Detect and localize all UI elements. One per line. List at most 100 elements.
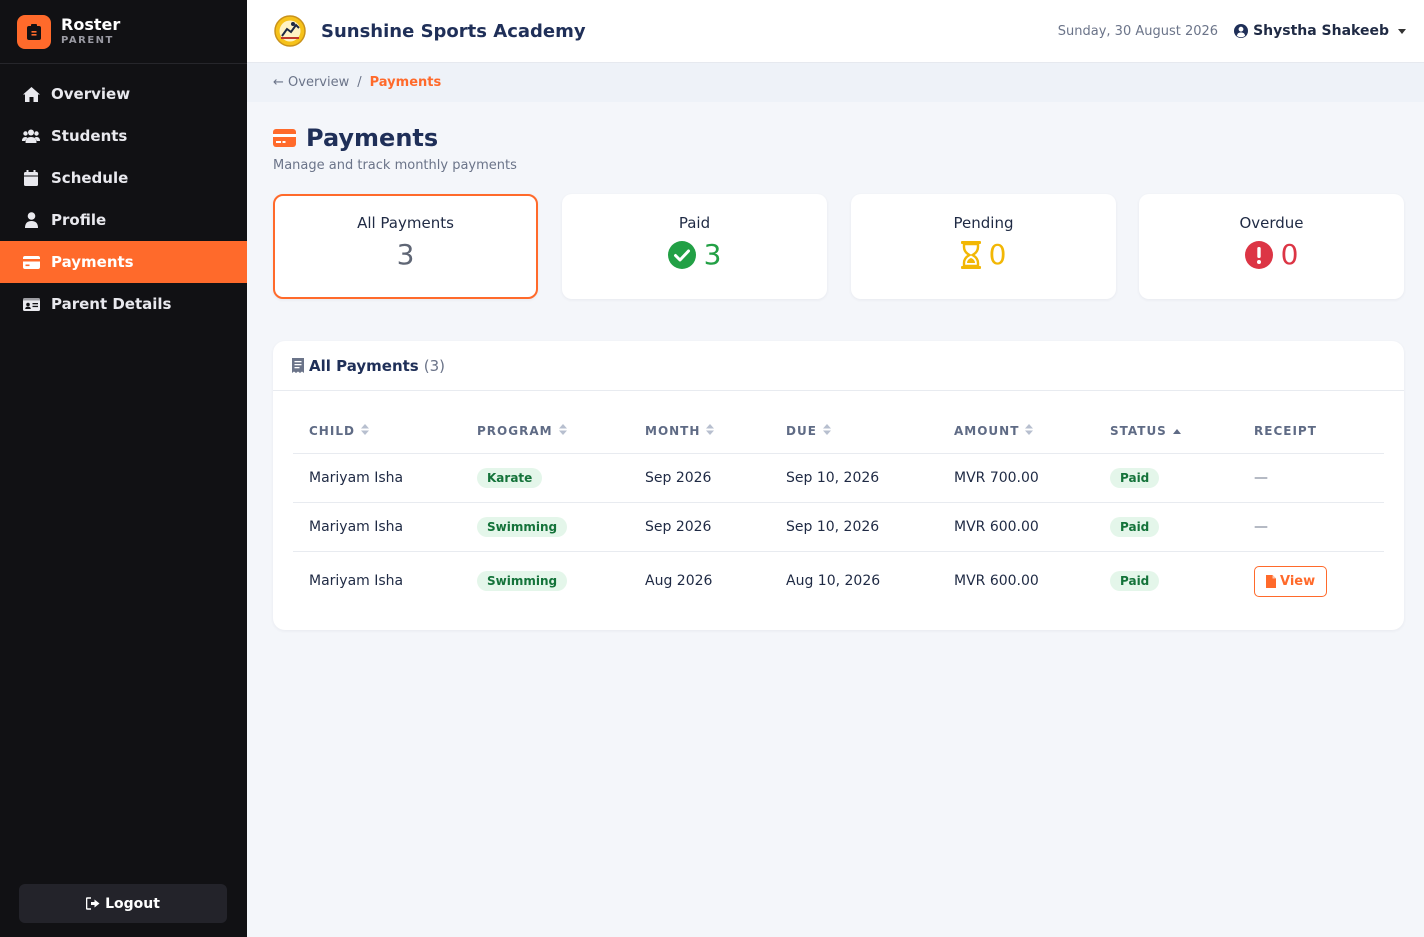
sidebar-item-label: Parent Details — [51, 295, 172, 313]
stat-label: All Payments — [357, 214, 454, 232]
breadcrumb-overview-link[interactable]: ← Overview — [273, 75, 350, 90]
view-receipt-button[interactable]: View — [1254, 565, 1328, 597]
column-header-child[interactable]: CHILD — [293, 409, 461, 454]
cell-status: Paid — [1094, 551, 1238, 611]
academy-name: Sunshine Sports Academy — [321, 20, 586, 42]
cell-receipt: — — [1238, 453, 1384, 503]
table-header-row: CHILD PROGRAM MONTH DUE AMOUNT STATUS RE… — [293, 409, 1384, 454]
status-badge: Paid — [1110, 467, 1160, 488]
cell-due: Sep 10, 2026 — [770, 502, 938, 552]
receipt-empty: — — [1254, 469, 1268, 486]
sidebar-item-label: Students — [51, 127, 128, 145]
sort-icon — [822, 424, 831, 438]
program-badge: Swimming — [477, 571, 568, 592]
program-badge: Karate — [477, 467, 543, 488]
sort-icon — [706, 424, 715, 438]
column-label: STATUS — [1110, 423, 1167, 438]
sidebar-item-profile[interactable]: Profile — [0, 199, 247, 241]
user-circle-icon — [1234, 24, 1249, 38]
status-badge: Paid — [1110, 516, 1160, 537]
logout-label: Logout — [105, 895, 160, 912]
card-header: All Payments (3) — [273, 341, 1404, 391]
column-label: MONTH — [645, 423, 701, 438]
sidebar-item-students[interactable]: Students — [0, 115, 247, 157]
cell-month: Sep 2026 — [629, 502, 770, 552]
breadcrumb-current: Payments — [369, 75, 442, 90]
stat-value: 0 — [1280, 238, 1299, 271]
column-label: RECEIPT — [1254, 423, 1317, 438]
sidebar-nav: Overview Students Schedule Profile Payme… — [0, 73, 247, 325]
cell-amount: MVR 700.00 — [938, 453, 1094, 503]
home-icon — [22, 85, 40, 103]
sidebar-item-label: Schedule — [51, 169, 129, 187]
program-badge: Swimming — [477, 516, 568, 537]
brand-role: PARENT — [61, 34, 114, 46]
cell-program: Swimming — [461, 551, 629, 611]
sidebar-item-label: Profile — [51, 211, 107, 229]
receipt-empty: — — [1254, 518, 1268, 535]
calendar-icon — [22, 169, 40, 187]
hourglass-icon — [960, 240, 981, 269]
stat-label: Paid — [678, 214, 711, 232]
user-menu[interactable]: Shystha Shakeeb — [1234, 23, 1406, 39]
cell-child: Mariyam Isha — [293, 453, 461, 503]
user-name: Shystha Shakeeb — [1253, 23, 1389, 39]
column-header-program[interactable]: PROGRAM — [461, 409, 629, 454]
logout-button[interactable]: Logout — [19, 884, 227, 923]
column-label: PROGRAM — [477, 423, 553, 438]
stat-label: Overdue — [1239, 214, 1304, 232]
stat-card-pending[interactable]: Pending 0 — [851, 194, 1116, 299]
stat-label: Pending — [953, 214, 1014, 232]
card-title: All Payments — [309, 356, 419, 375]
cell-receipt: — — [1238, 502, 1384, 552]
column-header-month[interactable]: MONTH — [629, 409, 770, 454]
payments-table-card: All Payments (3) CHILD PROGRAM MONTH DUE… — [273, 341, 1404, 630]
sort-ascending-icon — [1172, 424, 1181, 438]
sidebar-item-schedule[interactable]: Schedule — [0, 157, 247, 199]
sidebar-item-label: Payments — [51, 253, 134, 271]
cell-child: Mariyam Isha — [309, 573, 404, 590]
exclamation-circle-icon — [1244, 240, 1273, 269]
breadcrumb-separator: / — [357, 75, 362, 90]
current-date: Sunday, 30 August 2026 — [1057, 23, 1219, 39]
payments-table: CHILD PROGRAM MONTH DUE AMOUNT STATUS RE… — [293, 409, 1384, 611]
view-receipt-label: View — [1280, 573, 1316, 589]
sidebar-item-parent-details[interactable]: Parent Details — [0, 283, 247, 325]
page-header: Payments — [273, 124, 438, 152]
table-row: Mariyam Isha Swimming Sep 2026 Sep 10, 2… — [293, 502, 1384, 552]
table-row: Mariyam Isha Swimming Aug 2026 Aug 10, 2… — [293, 551, 1384, 611]
sidebar-item-label: Overview — [51, 85, 131, 103]
column-header-receipt: RECEIPT — [1238, 409, 1384, 454]
users-icon — [22, 127, 40, 145]
cell-program: Swimming — [461, 502, 629, 552]
top-header: Sunshine Sports Academy Sunday, 30 Augus… — [247, 0, 1424, 63]
cell-amount: MVR 600.00 — [938, 502, 1094, 552]
user-icon — [22, 211, 40, 229]
cell-due: Sep 10, 2026 — [770, 453, 938, 503]
breadcrumb: ← Overview / Payments — [247, 63, 1424, 102]
sort-icon — [558, 424, 567, 438]
card-count: (3) — [423, 356, 445, 375]
page-subtitle: Manage and track monthly payments — [273, 158, 517, 173]
chevron-down-icon — [1398, 28, 1406, 34]
column-header-due[interactable]: DUE — [770, 409, 938, 454]
cell-month: Aug 2026 — [645, 573, 713, 590]
sidebar-item-payments[interactable]: Payments — [0, 241, 247, 283]
sidebar-item-overview[interactable]: Overview — [0, 73, 247, 115]
file-icon — [1266, 574, 1276, 588]
clipboard-icon — [17, 14, 51, 49]
cell-status: Paid — [1094, 502, 1238, 552]
column-header-amount[interactable]: AMOUNT — [938, 409, 1094, 454]
column-label: CHILD — [309, 423, 355, 438]
stat-card-overdue[interactable]: Overdue 0 — [1139, 194, 1404, 299]
credit-card-icon — [273, 129, 296, 147]
status-badge: Paid — [1110, 571, 1160, 592]
stat-card-all-payments[interactable]: All Payments 3 — [273, 194, 538, 299]
cell-due: Aug 10, 2026 — [786, 573, 881, 590]
cell-amount: MVR 600.00 — [954, 573, 1039, 590]
column-header-status[interactable]: STATUS — [1094, 409, 1238, 454]
receipt-icon — [292, 358, 304, 373]
column-label: AMOUNT — [954, 423, 1020, 438]
sort-icon — [360, 424, 369, 438]
stat-card-paid[interactable]: Paid 3 — [562, 194, 827, 299]
